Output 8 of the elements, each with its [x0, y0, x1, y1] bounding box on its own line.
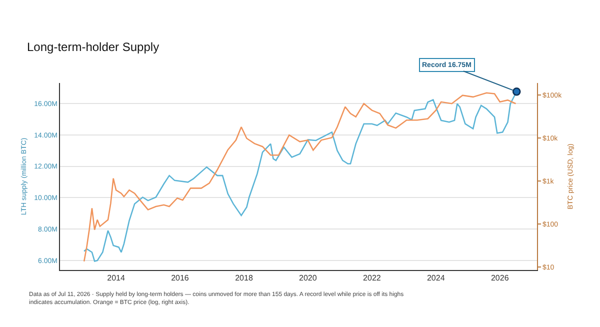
- chart-title: Long-term-holder Supply: [27, 40, 160, 54]
- x-tick-label: 2020: [299, 274, 318, 283]
- x-tick-label: 2016: [171, 274, 190, 283]
- x-tick-label: 2018: [235, 274, 254, 283]
- x-tick-label: 2026: [490, 274, 510, 283]
- x-tick-label: 2014: [107, 274, 126, 283]
- x-tick-label: 2024: [426, 274, 446, 283]
- x-tick-label: 2022: [363, 274, 382, 283]
